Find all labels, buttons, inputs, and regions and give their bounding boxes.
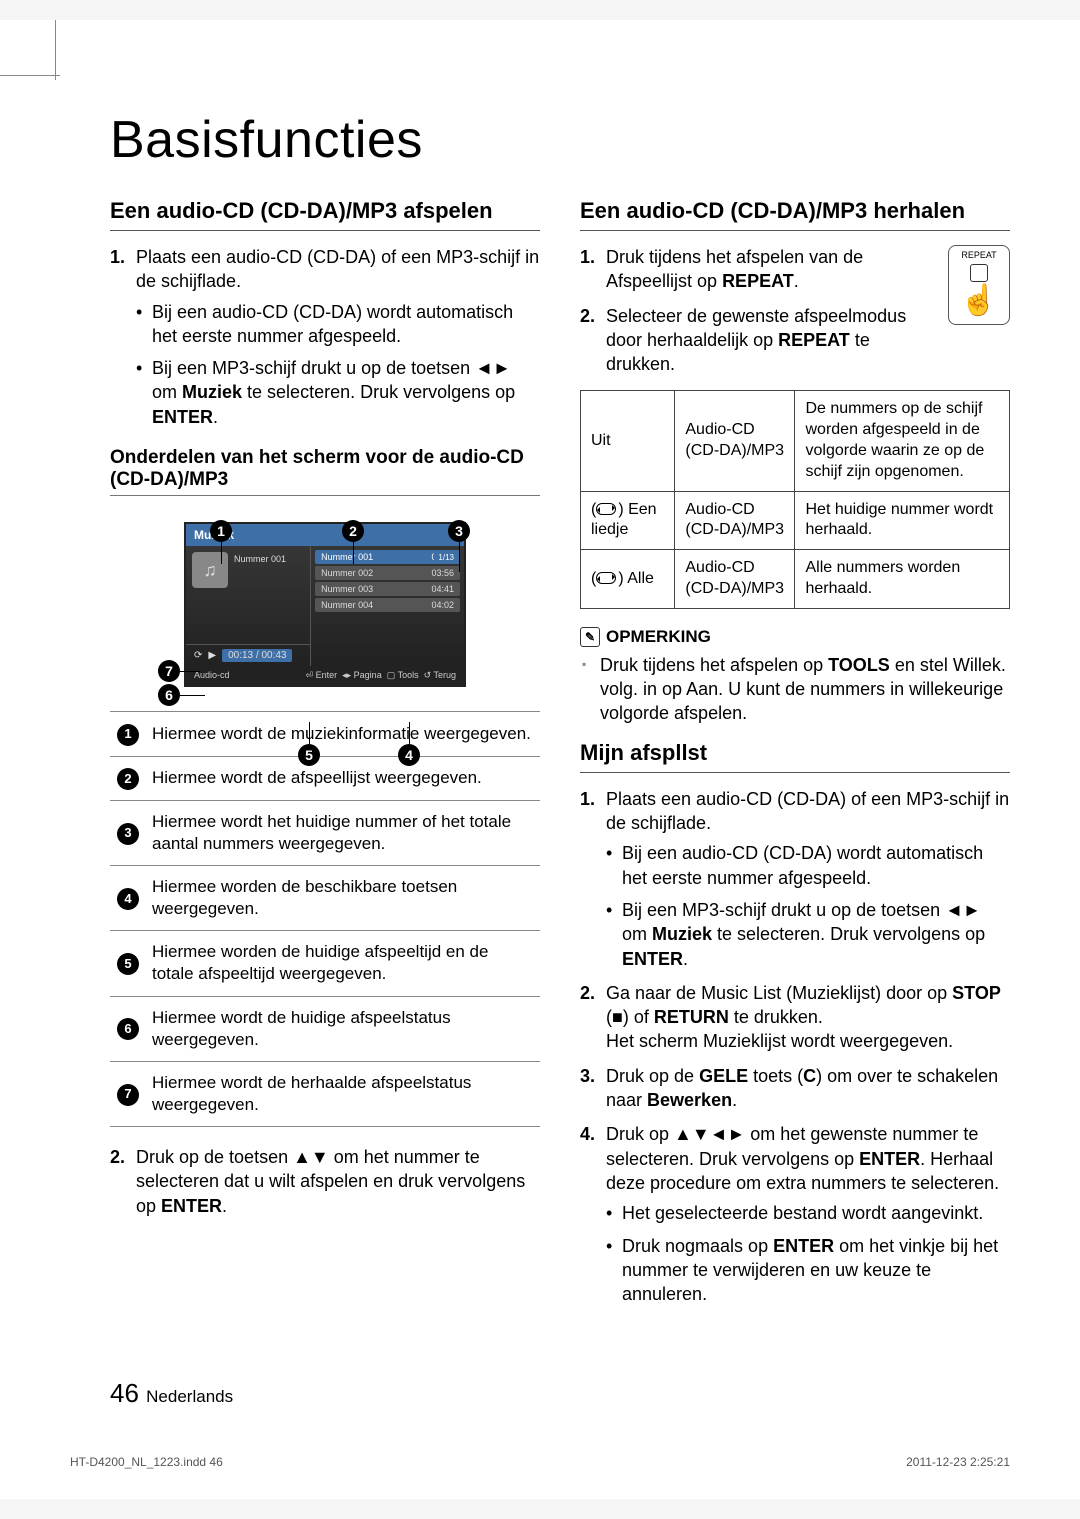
status-bar: ⟳ ▶ 00:13 / 00:43 — [186, 644, 310, 666]
right-column: Een audio-CD (CD-DA)/MP3 herhalen REPEAT… — [580, 194, 1010, 1316]
imprint-bar: HT-D4200_NL_1223.indd 46 2011-12-23 2:25… — [70, 1455, 1010, 1469]
callout-badge: 7 — [158, 660, 180, 682]
bullet: Bij een audio-CD (CD-DA) wordt automatis… — [136, 300, 540, 349]
desc-text: Hiermee wordt de muziekinformatie weerge… — [146, 712, 540, 756]
hint-page: ◂▸ Pagina — [342, 670, 382, 680]
hint-back: ↺ Terug — [424, 670, 456, 680]
bullet: Bij een MP3-schijf drukt u op de toetsen… — [606, 898, 1010, 971]
ui-bottom-bar: Audio-cd ⏎ Enter ◂▸ Pagina ▢ Tools ↺ Ter… — [186, 666, 464, 685]
cell: Audio-CD (CD-DA)/MP3 — [675, 391, 795, 491]
section-heading: Een audio-CD (CD-DA)/MP3 herhalen — [580, 198, 1010, 231]
cell: Alle nummers worden herhaald. — [795, 550, 1010, 609]
crop-mark — [0, 75, 60, 76]
section-heading: Een audio-CD (CD-DA)/MP3 afspelen — [110, 198, 540, 231]
left-column: Een audio-CD (CD-DA)/MP3 afspelen 1. Pla… — [110, 194, 540, 1316]
callout-badge: 2 — [342, 520, 364, 542]
table-row: () Een liedje Audio-CD (CD-DA)/MP3 Het h… — [581, 491, 1010, 550]
cell: De nummers op de schijf worden afgespeel… — [795, 391, 1010, 491]
chapter-title: Basisfuncties — [110, 110, 1010, 170]
callout-badge: 5 — [298, 744, 320, 766]
desc-badge: 2 — [117, 768, 139, 790]
callout-description-table: 1 Hiermee wordt de muziekinformatie weerg… — [110, 711, 540, 1127]
desc-text: Hiermee worden de huidige afspeeltijd en… — [146, 931, 540, 996]
page-label: Nederlands — [146, 1387, 233, 1406]
cell: () Alle — [581, 550, 675, 609]
step: 1.Druk tijdens het afspelen van de Afspe… — [580, 245, 1010, 294]
repeat-all-icon — [596, 572, 616, 584]
bullet: Bij een audio-CD (CD-DA) wordt automatis… — [606, 841, 1010, 890]
imprint-date: 2011-12-23 2:25:21 — [906, 1455, 1010, 1469]
step: 4. Druk op ▲▼◄► om het gewenste nummer t… — [580, 1122, 1010, 1306]
cell: Het huidige nummer wordt herhaald. — [795, 491, 1010, 550]
track-row: Nummer 002 03:56 — [315, 566, 460, 580]
callout-badge: 1 — [210, 520, 232, 542]
step-number: 1. — [110, 245, 125, 269]
step-text: Plaats een audio-CD (CD-DA) of een MP3-s… — [136, 247, 539, 291]
callout-badge: 3 — [448, 520, 470, 542]
cell: Audio-CD (CD-DA)/MP3 — [675, 491, 795, 550]
bullet: Druk nogmaals op ENTER om het vinkje bij… — [606, 1234, 1010, 1307]
manual-page: { "title": "Basisfuncties", "left": { "h… — [0, 20, 1080, 1499]
desc-badge: 3 — [117, 823, 139, 845]
desc-text: Hiermee wordt de huidige afspeelstatus w… — [146, 996, 540, 1061]
track-list: Nummer 001 00:43 Nummer 002 03:56 Nummer… — [311, 546, 464, 666]
track-row: Nummer 004 04:02 — [315, 598, 460, 612]
page-number: 46 — [110, 1378, 139, 1408]
desc-badge: 6 — [117, 1018, 139, 1040]
cell: Uit — [581, 391, 675, 491]
step: 1. Plaats een audio-CD (CD-DA) of een MP… — [110, 245, 540, 429]
music-note-icon: ♫ — [192, 552, 228, 588]
callout-badge: 4 — [398, 744, 420, 766]
music-player-ui: Muziek 1/13 ♫ Nummer 001 ⟳ ▶ 00:13 / 00:… — [184, 522, 466, 687]
playback-time: 00:13 / 00:43 — [222, 649, 292, 662]
step: 2. Ga naar de Music List (Muzieklijst) d… — [580, 981, 1010, 1054]
step: 2.Selecteer de gewenste afspeelmodus doo… — [580, 304, 1010, 377]
play-status-icon: ▶ — [208, 650, 216, 661]
cell: () Een liedje — [581, 491, 675, 550]
two-column-layout: Een audio-CD (CD-DA)/MP3 afspelen 1. Pla… — [110, 194, 1010, 1316]
repeat-one-icon — [596, 503, 616, 515]
desc-badge: 4 — [117, 888, 139, 910]
page-footer: 46 Nederlands — [110, 1378, 233, 1409]
step: 1. Plaats een audio-CD (CD-DA) of een MP… — [580, 787, 1010, 971]
now-playing-label: Nummer 001 — [234, 552, 286, 638]
cell: Audio-CD (CD-DA)/MP3 — [675, 550, 795, 609]
desc-text: Hiermee worden de beschikbare toetsen we… — [146, 866, 540, 931]
note-body: Druk tijdens het afspelen op TOOLS en st… — [580, 653, 1010, 726]
desc-text: Hiermee wordt de afspeellijst weergegeve… — [146, 756, 540, 800]
subsection-heading: Onderdelen van het scherm voor de audio-… — [110, 447, 540, 496]
bullet: Het geselecteerde bestand wordt aangevin… — [606, 1201, 1010, 1225]
repeat-mode-table: Uit Audio-CD (CD-DA)/MP3 De nummers op d… — [580, 390, 1010, 608]
step: 3. Druk op de GELE toets (C) om over te … — [580, 1064, 1010, 1113]
track-counter: 1/13 — [434, 552, 458, 563]
imprint-file: HT-D4200_NL_1223.indd 46 — [70, 1455, 223, 1469]
desc-text: Hiermee wordt de herhaalde afspeelstatus… — [146, 1061, 540, 1126]
bullet: Bij een MP3-schijf drukt u op de toetsen… — [136, 356, 540, 429]
desc-badge: 1 — [117, 724, 139, 746]
table-row: () Alle Audio-CD (CD-DA)/MP3 Alle nummer… — [581, 550, 1010, 609]
step-number: 2. — [110, 1145, 125, 1169]
annotated-screenshot: 1 2 3 7 6 5 4 Muziek 1/13 ♫ — [170, 522, 480, 687]
step: 2. Druk op de toetsen ▲▼ om het nummer t… — [110, 1145, 540, 1218]
desc-badge: 5 — [117, 953, 139, 975]
note-heading: OPMERKING — [580, 627, 1010, 647]
hint-tools: ▢ Tools — [387, 670, 419, 680]
section-heading: Mijn afspllst — [580, 740, 1010, 773]
callout-badge: 6 — [158, 684, 180, 706]
crop-mark — [55, 20, 56, 80]
desc-text: Hiermee wordt het huidige nummer of het … — [146, 800, 540, 865]
desc-badge: 7 — [117, 1084, 139, 1106]
hint-enter: ⏎ Enter — [306, 670, 338, 680]
track-row: Nummer 003 04:41 — [315, 582, 460, 596]
table-row: Uit Audio-CD (CD-DA)/MP3 De nummers op d… — [581, 391, 1010, 491]
repeat-status-icon: ⟳ — [194, 650, 202, 661]
